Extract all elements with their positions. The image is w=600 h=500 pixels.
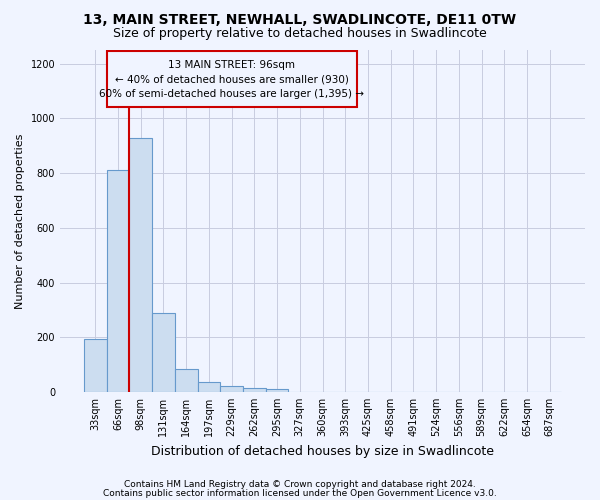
Y-axis label: Number of detached properties: Number of detached properties [15, 134, 25, 308]
Bar [152, 312, 175, 392]
Text: 13, MAIN STREET, NEWHALL, SWADLINCOTE, DE11 0TW: 13, MAIN STREET, NEWHALL, SWADLINCOTE, D… [83, 12, 517, 26]
Bar [197, 382, 220, 392]
Bar [220, 386, 243, 392]
Text: Contains HM Land Registry data © Crown copyright and database right 2024.: Contains HM Land Registry data © Crown c… [124, 480, 476, 489]
Bar [243, 388, 266, 392]
Bar [107, 170, 130, 392]
Bar [175, 368, 197, 392]
Bar [130, 138, 152, 392]
Bar [84, 338, 107, 392]
X-axis label: Distribution of detached houses by size in Swadlincote: Distribution of detached houses by size … [151, 444, 494, 458]
Bar [266, 389, 289, 392]
FancyBboxPatch shape [107, 52, 356, 108]
Text: 13 MAIN STREET: 96sqm
← 40% of detached houses are smaller (930)
60% of semi-det: 13 MAIN STREET: 96sqm ← 40% of detached … [99, 60, 364, 99]
Text: Contains public sector information licensed under the Open Government Licence v3: Contains public sector information licen… [103, 488, 497, 498]
Text: Size of property relative to detached houses in Swadlincote: Size of property relative to detached ho… [113, 28, 487, 40]
